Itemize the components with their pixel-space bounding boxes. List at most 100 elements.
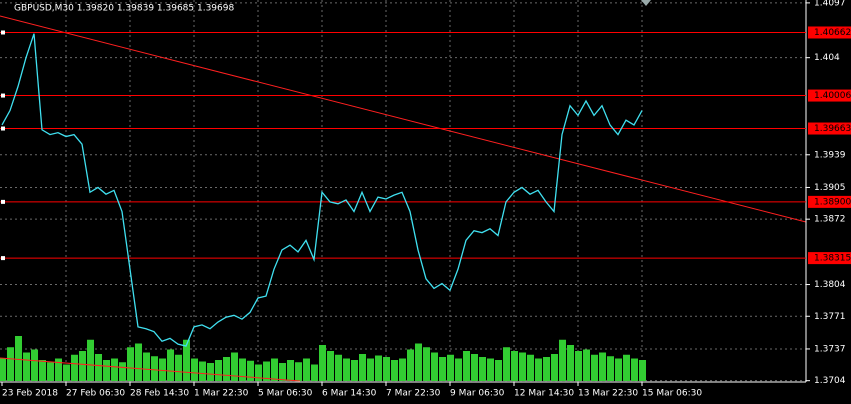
level-handle [1, 30, 5, 35]
x-tick-label: 1 Mar 22:30 [194, 389, 249, 399]
volume-bar [583, 349, 590, 381]
volume-bar [631, 358, 638, 381]
level-box [808, 195, 851, 208]
level-box [808, 122, 851, 135]
volume-bar [615, 358, 622, 381]
level-label: 1.38315 [814, 254, 851, 264]
volume-bar [255, 364, 262, 381]
chart-title: GBPUSD,M30 1.39820 1.39839 1.39685 1.396… [14, 4, 234, 14]
price-line [1, 33, 643, 347]
volume-bar [351, 360, 358, 381]
volume-bar [367, 358, 374, 381]
volume-bar [511, 351, 518, 381]
volume-bar [399, 358, 406, 381]
volume-bar [455, 358, 462, 381]
volume-bar [159, 358, 166, 381]
volume-bar [31, 349, 38, 381]
volume-bar [271, 358, 278, 381]
level-label: 1.40006 [814, 91, 851, 101]
x-tick-label: 15 Mar 06:30 [642, 389, 702, 399]
volume-bar [575, 351, 582, 381]
x-tick-label: 13 Mar 22:30 [578, 389, 638, 399]
volume-bar [559, 339, 566, 381]
volume-bar [183, 339, 190, 381]
y-tick-label: 1.3872 [814, 215, 846, 225]
volume-bar [247, 360, 254, 381]
volume-bar [567, 345, 574, 381]
volume-bar [175, 354, 182, 381]
volume-bar [79, 351, 86, 381]
volume-bar [527, 354, 534, 381]
level-label: 1.40662 [814, 28, 851, 38]
volume-bar [535, 358, 542, 381]
volume-bar [519, 352, 526, 381]
volume-bar [151, 356, 158, 381]
volume-bar [495, 360, 502, 381]
level-box [808, 252, 851, 265]
volume-bar [263, 361, 270, 381]
volume-bar [623, 354, 630, 381]
volume-bar [239, 358, 246, 381]
volume-bar [639, 360, 646, 381]
volume-bar [303, 358, 310, 381]
y-tick-label: 1.4097 [814, 0, 846, 8]
volume-bar [551, 354, 558, 381]
volume-bar [319, 345, 326, 381]
volume-bar [311, 364, 318, 381]
volume-bar [479, 357, 486, 381]
level-box [808, 26, 851, 39]
volume-bar [407, 349, 414, 381]
volume-bar [415, 343, 422, 381]
level-handle [1, 256, 5, 261]
volume-bar [607, 356, 614, 381]
volume-bar [279, 363, 286, 381]
volume-bar [119, 362, 126, 381]
volume-bar [471, 354, 478, 381]
volume-bar [447, 354, 454, 381]
y-tick-label: 1.3704 [814, 376, 846, 386]
volume-bar [199, 361, 206, 381]
volume-bar [503, 347, 510, 381]
volume-bar [431, 352, 438, 381]
volume-bar [463, 351, 470, 381]
volume-bar [383, 357, 390, 381]
volume-bar [111, 358, 118, 381]
volume-bar [543, 357, 550, 381]
volume-bar [71, 354, 78, 381]
y-tick-label: 1.3804 [814, 280, 846, 290]
volume-bar [167, 349, 174, 381]
volume-bar [215, 360, 222, 381]
volume-bar [287, 360, 294, 381]
volume-bar [359, 354, 366, 381]
volume-bar [487, 358, 494, 381]
volume-bar [327, 351, 334, 381]
level-label: 1.38900 [814, 197, 851, 207]
volume-bar [599, 352, 606, 381]
volume-bar [55, 358, 62, 381]
volume-bar [295, 362, 302, 381]
y-tick-label: 1.3737 [814, 344, 846, 354]
x-tick-label: 6 Mar 14:30 [322, 389, 377, 399]
x-tick-label: 7 Mar 22:30 [386, 389, 441, 399]
level-label: 1.39663 [814, 124, 851, 134]
y-tick-label: 1.3939 [814, 150, 846, 160]
volume-bar [15, 336, 22, 381]
x-tick-label: 23 Feb 2018 [2, 389, 58, 399]
volume-bar [231, 352, 238, 381]
volume-bar [63, 364, 70, 381]
volume-bar [207, 363, 214, 381]
volume-bar [223, 357, 230, 381]
volume-bar [375, 355, 382, 381]
volume-bar [87, 339, 94, 381]
y-tick-label: 1.3771 [814, 312, 846, 322]
volume-bar [0, 358, 6, 381]
y-tick-label: 1.404 [814, 53, 840, 63]
volume-bar [23, 352, 30, 381]
volume-bar [391, 360, 398, 381]
level-box [808, 89, 851, 102]
x-tick-label: 9 Mar 06:30 [450, 389, 505, 399]
volume-bar [47, 362, 54, 381]
shift-marker [641, 0, 651, 6]
